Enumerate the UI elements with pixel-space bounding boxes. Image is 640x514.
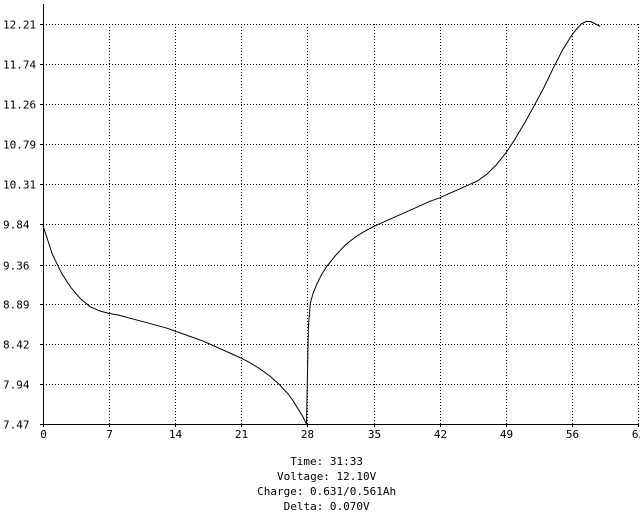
chart-series: [42, 21, 601, 425]
y-axis-ticks: 12.21 11.74 11.26 10.79 10.31 9.84 9.36 8.89 8.4…: [3, 19, 43, 432]
y-tick-label: 8.42: [3, 339, 30, 352]
y-tick-label: 10.79: [3, 139, 36, 152]
y-tick-label: 11.26: [3, 99, 36, 112]
x-tick-label: 7: [106, 428, 113, 441]
y-tick-label: 11.74: [3, 59, 36, 72]
status-charge: Charge: 0.631/0.561Ah: [257, 485, 397, 498]
x-tick-label: 63: [632, 428, 640, 441]
x-tick-label: 42: [434, 428, 447, 441]
y-tick-label: 8.89: [3, 299, 30, 312]
x-tick-label: 14: [169, 428, 183, 441]
x-tick-label: 0: [40, 428, 47, 441]
voltage-chart: 12.21 11.74 11.26 10.79 10.31 9.84 9.36 8.89 8.4…: [3, 4, 640, 441]
y-tick-label: 7.47: [3, 419, 30, 432]
chart-axes: [43, 4, 638, 425]
series-line-0: [42, 21, 601, 425]
x-tick-label: 21: [235, 428, 248, 441]
chart-grid: [43, 24, 639, 424]
y-tick-label: 9.84: [3, 219, 30, 232]
status-time: Time: 31:33: [290, 455, 364, 468]
y-tick-label: 9.36: [3, 260, 30, 273]
x-tick-label: 56: [566, 428, 579, 441]
status-voltage: Voltage: 12.10V: [276, 470, 377, 483]
x-tick-label: 35: [368, 428, 381, 441]
status-bar: Time: 31:33 Voltage: 12.10V Charge: 0.63…: [0, 439, 640, 513]
y-tick-label: 10.31: [3, 179, 36, 192]
x-axis-ticks: 0 7 14 21 28 35 42 49 56 63: [40, 424, 640, 441]
x-tick-label: 49: [500, 428, 513, 441]
status-delta: Delta: 0.070V: [283, 500, 370, 513]
x-tick-label: 28: [301, 428, 314, 441]
y-tick-label: 12.21: [3, 19, 36, 32]
y-tick-label: 7.94: [3, 379, 30, 392]
